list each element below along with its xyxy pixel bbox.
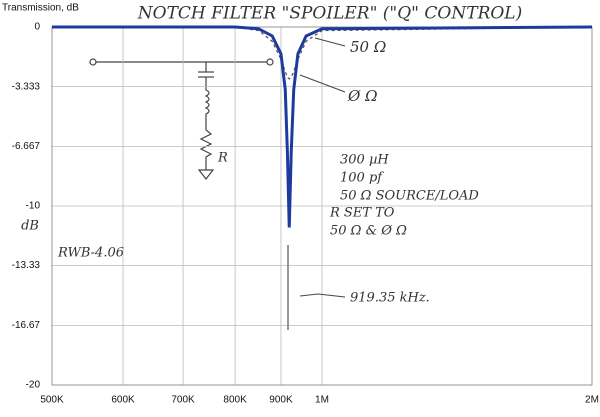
x-tick-label: 800K — [223, 395, 247, 406]
x-tick-label: 900K — [269, 395, 293, 406]
y-tick-label: -13.33 — [12, 260, 41, 271]
annotation: RWB-4.06 — [57, 246, 124, 261]
y-tick-label: -3.333 — [12, 81, 41, 92]
x-tick-label: 1M — [315, 395, 329, 406]
y-tick-label: -20 — [26, 380, 41, 391]
annotation: 300 µH — [340, 153, 389, 168]
y-tick-label: 0 — [34, 22, 40, 33]
annotation: R — [217, 151, 228, 166]
annotation-arrow — [299, 293, 346, 298]
series-line — [52, 25, 593, 228]
plot-frame — [51, 26, 593, 386]
annotation: R SET TO — [329, 206, 395, 221]
x-tick-label: 700K — [171, 395, 195, 406]
annotation-arrow — [314, 37, 346, 47]
x-tick-label: 2M — [585, 395, 599, 406]
annotation: 50 Ω & Ø Ω — [330, 224, 407, 239]
schematic — [89, 58, 274, 180]
y-tick-label: -6.667 — [12, 141, 41, 152]
y-axis-title: Transmission, dB — [2, 3, 79, 14]
y-tick-label: -10 — [26, 201, 41, 212]
chart-title: NOTCH FILTER "SPOILER" ("Q" CONTROL) — [137, 4, 522, 24]
series-label: 50 Ω — [350, 38, 386, 56]
annotation: 50 Ω SOURCE/LOAD — [340, 189, 479, 204]
series-label: Ø Ω — [347, 87, 378, 105]
annotation-arrow — [299, 74, 346, 93]
x-tick-label: 500K — [40, 395, 64, 406]
y-side-label: dB — [21, 219, 39, 234]
y-tick-label: -16.67 — [12, 320, 41, 331]
x-tick-label: 600K — [111, 395, 135, 406]
annotation: 919.35 kHz. — [350, 291, 430, 306]
annotation: 100 pf — [340, 171, 384, 186]
